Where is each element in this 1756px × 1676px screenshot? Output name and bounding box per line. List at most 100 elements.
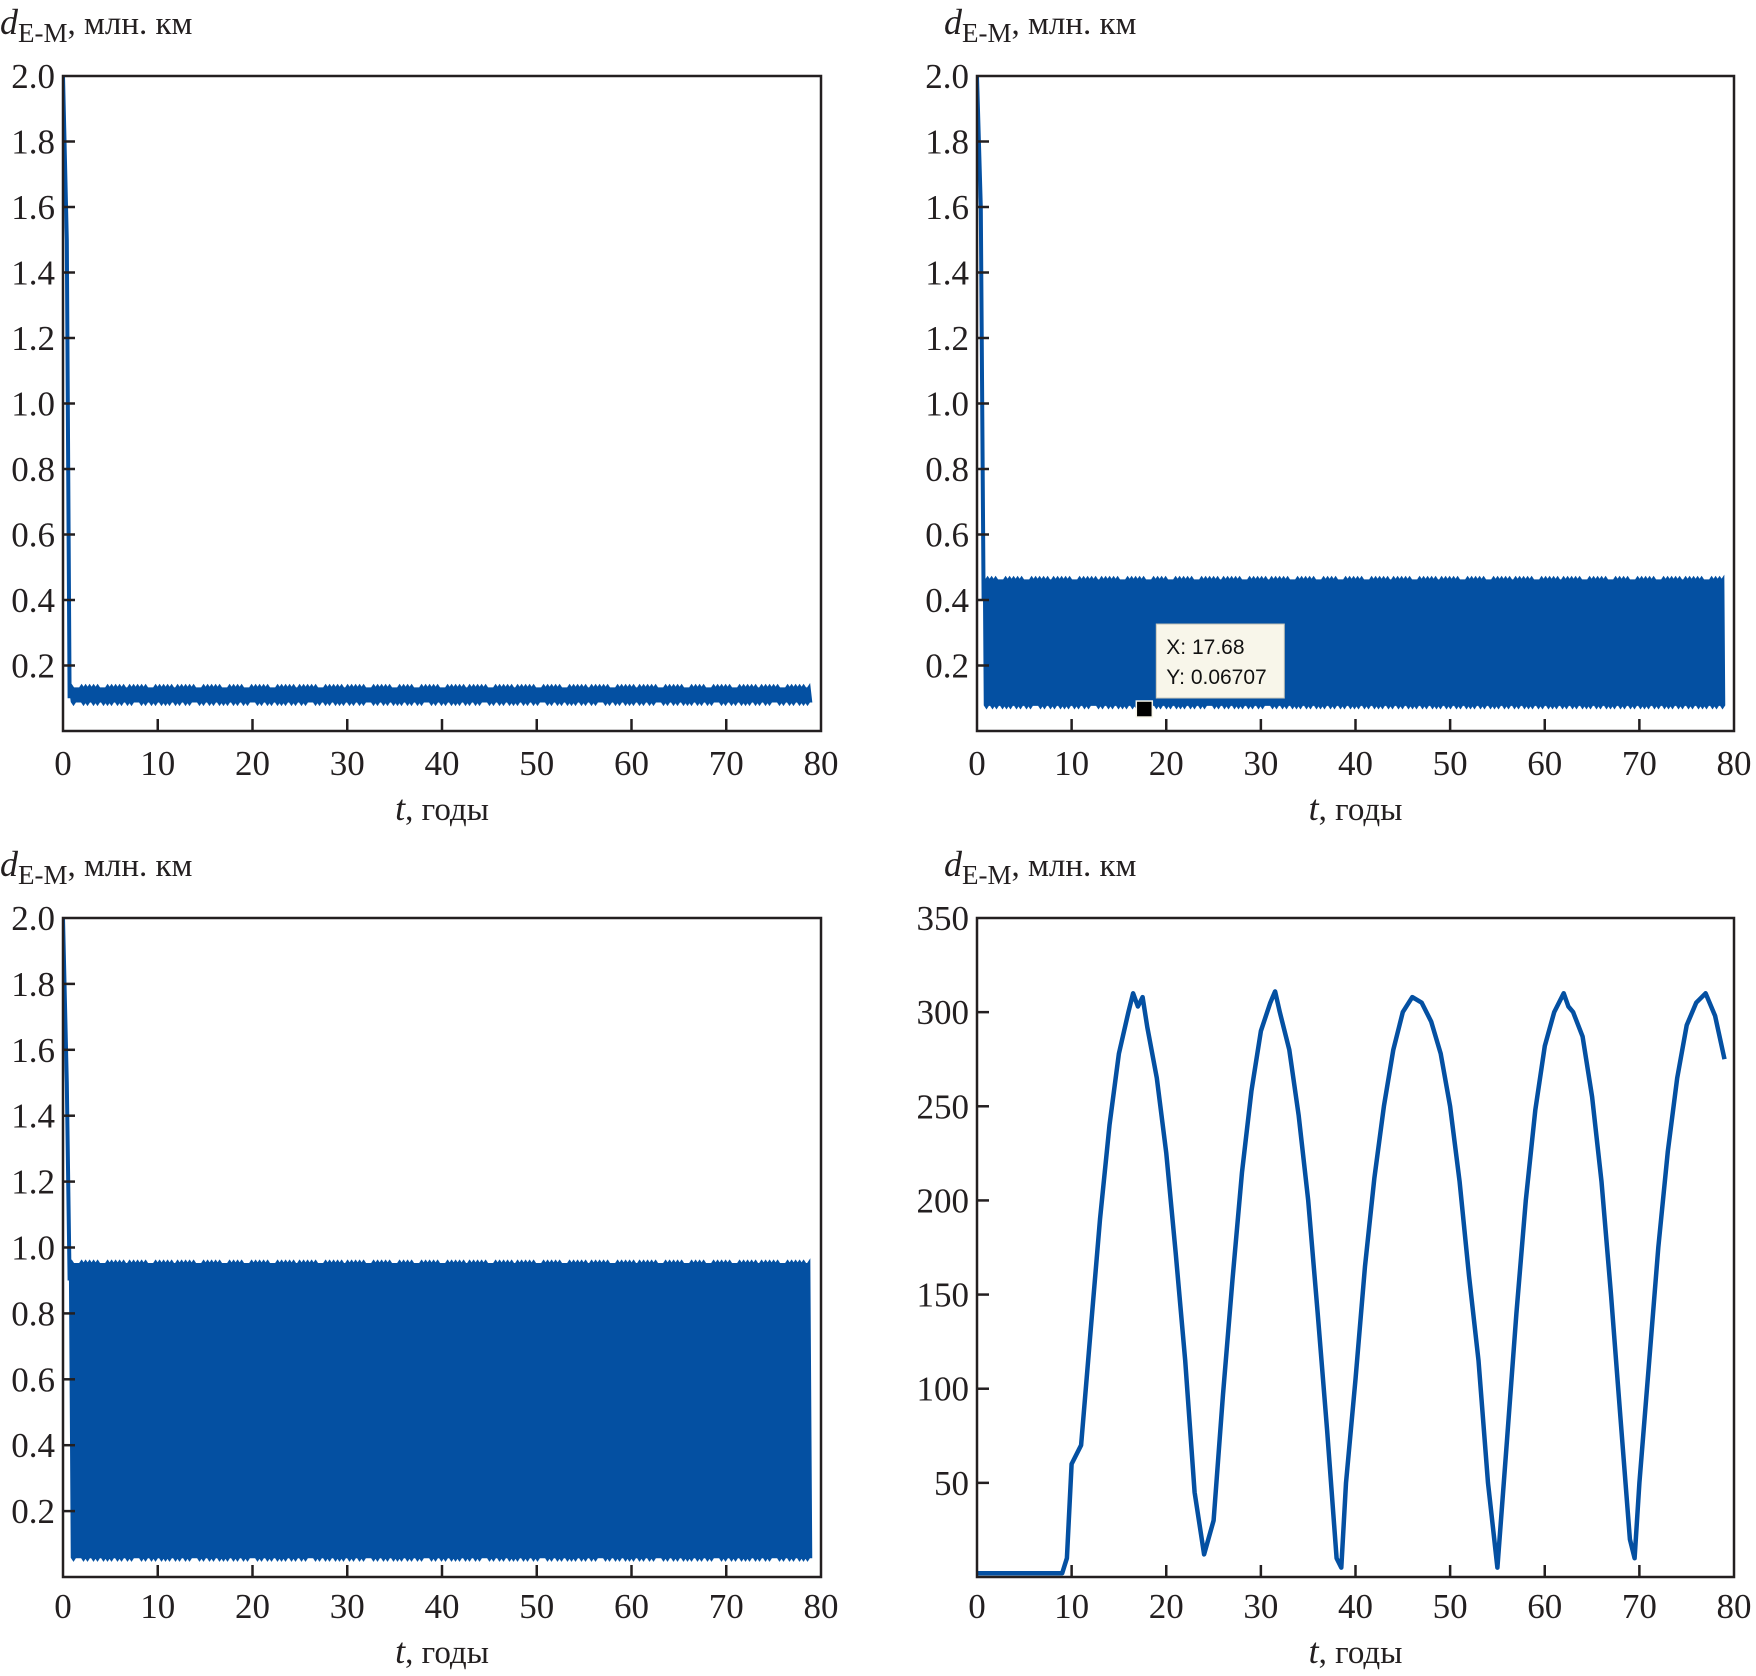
x-tick-label: 80 <box>804 1587 839 1626</box>
x-tick-label: 30 <box>330 1587 365 1626</box>
series-group <box>63 75 813 707</box>
x-tick-label: 20 <box>235 744 270 783</box>
x-tick-label: 50 <box>519 1587 554 1626</box>
y-tick-label: 1.4 <box>11 254 55 293</box>
y-tick-label: 150 <box>917 1276 970 1315</box>
x-tick-label: 0 <box>54 1587 72 1626</box>
y-title-var: d <box>0 844 19 884</box>
x-axis-title: t, годы <box>395 1631 489 1671</box>
y-tick-label: 0.4 <box>11 581 55 620</box>
y-tick-label: 350 <box>917 899 970 938</box>
y-tick-label: 1.2 <box>925 319 969 358</box>
oscillation-band <box>68 1258 813 1562</box>
y-tick-label: 1.6 <box>925 188 969 227</box>
y-tick-label: 1.2 <box>11 319 55 358</box>
y-title-unit: , млн. км <box>68 6 193 42</box>
x-tick-label: 40 <box>425 744 460 783</box>
x-tick-label: 40 <box>1338 744 1373 783</box>
x-tick-label: 50 <box>519 744 554 783</box>
series-group <box>63 917 813 1562</box>
x-tick-label: 0 <box>54 744 72 783</box>
initial-spike-line <box>63 75 72 699</box>
y-axis-title: dE-M, млн. км <box>0 2 193 48</box>
datatip-x: X: 17.68 <box>1166 636 1244 659</box>
y-tick-label: 1.8 <box>11 965 55 1004</box>
x-tick-label: 40 <box>1338 1587 1373 1626</box>
x-tick-label: 10 <box>1054 1587 1089 1626</box>
x-axis-title: t, годы <box>395 788 489 828</box>
x-tick-label: 20 <box>235 1587 270 1626</box>
y-tick-label: 2.0 <box>11 899 55 938</box>
series-group <box>977 989 1727 1576</box>
y-tick-label: 0.2 <box>11 647 55 686</box>
panel-top-right: dE-M, млн. км 0 10 20 30 40 50 60 70 80 0.2 0.4 0.6 0… <box>925 2 1751 828</box>
oscillation-band <box>982 574 1726 710</box>
y-tick-label: 0.2 <box>925 647 969 686</box>
x-tick-label: 30 <box>330 744 365 783</box>
x-tick-label: 0 <box>968 1587 986 1626</box>
y-tick-label: 1.6 <box>11 188 55 227</box>
y-axis-title: dE-M, млн. км <box>0 844 193 890</box>
x-title-var: t <box>1309 788 1320 828</box>
x-tick-label: 60 <box>1527 744 1562 783</box>
y-tick-label: 0.4 <box>11 1426 55 1465</box>
x-tick-label: 80 <box>1717 1587 1752 1626</box>
axes-frame <box>61 74 823 733</box>
y-tick-label: 300 <box>917 993 970 1032</box>
y-tick-label: 1.6 <box>11 1031 55 1070</box>
x-tick-label: 70 <box>709 1587 744 1626</box>
y-title-unit: , млн. км <box>68 848 193 884</box>
x-tick-label: 60 <box>1527 1587 1562 1626</box>
y-tick-label: 2.0 <box>11 57 55 96</box>
x-tick-label: 10 <box>1054 744 1089 783</box>
x-tick-label: 60 <box>614 744 649 783</box>
y-tick-label: 1.0 <box>11 385 55 424</box>
datatip-y: Y: 0.06707 <box>1166 666 1266 689</box>
y-tick-label: 0.8 <box>925 450 969 489</box>
y-title-unit: , млн. км <box>1012 6 1137 42</box>
x-tick-label: 30 <box>1243 1587 1278 1626</box>
x-title-unit: , годы <box>405 792 489 828</box>
y-tick-label: 1.4 <box>925 254 969 293</box>
x-title-unit: , годы <box>1319 792 1403 828</box>
axes-frame <box>975 916 1736 1579</box>
y-title-sub: E-M <box>962 860 1012 890</box>
y-tick-label: 0.6 <box>925 516 969 555</box>
series-line <box>977 989 1727 1576</box>
x-tick-label: 70 <box>709 744 744 783</box>
y-tick-label: 100 <box>917 1370 970 1409</box>
y-title-sub: E-M <box>18 860 68 890</box>
series-group <box>977 75 1726 710</box>
y-tick-label: 1.0 <box>925 385 969 424</box>
x-tick-label: 50 <box>1433 1587 1468 1626</box>
x-tick-label: 50 <box>1433 744 1468 783</box>
y-tick-label: 0.4 <box>925 581 969 620</box>
x-title-unit: , годы <box>405 1635 489 1671</box>
x-tick-label: 70 <box>1622 744 1657 783</box>
x-tick-label: 40 <box>425 1587 460 1626</box>
x-tick-label: 20 <box>1149 744 1184 783</box>
y-title-sub: E-M <box>18 18 68 48</box>
panel-bottom-right: dE-M, млн. км 0 10 20 30 40 50 60 70 80 50 100 150 20… <box>917 844 1752 1671</box>
y-tick-label: 1.4 <box>11 1097 55 1136</box>
y-tick-label: 2.0 <box>925 57 969 96</box>
x-tick-label: 80 <box>1717 744 1752 783</box>
x-tick-label: 30 <box>1243 744 1278 783</box>
x-axis-title: t, годы <box>1309 788 1403 828</box>
y-title-var: d <box>944 2 963 42</box>
y-axis-title: dE-M, млн. км <box>944 844 1137 890</box>
y-tick-label: 200 <box>917 1181 970 1220</box>
x-tick-label: 0 <box>968 744 986 783</box>
y-axis-title: dE-M, млн. км <box>944 2 1137 48</box>
datatip-marker <box>1135 700 1154 718</box>
y-title-unit: , млн. км <box>1012 848 1137 884</box>
x-title-unit: , годы <box>1319 1635 1403 1671</box>
y-tick-label: 1.8 <box>11 123 55 162</box>
y-title-var: d <box>944 844 963 884</box>
y-title-sub: E-M <box>962 18 1012 48</box>
y-tick-label: 0.6 <box>11 516 55 555</box>
datatip: X: 17.68 Y: 0.06707 <box>1135 623 1285 718</box>
oscillation-band <box>68 682 813 707</box>
x-title-var: t <box>395 1631 406 1671</box>
